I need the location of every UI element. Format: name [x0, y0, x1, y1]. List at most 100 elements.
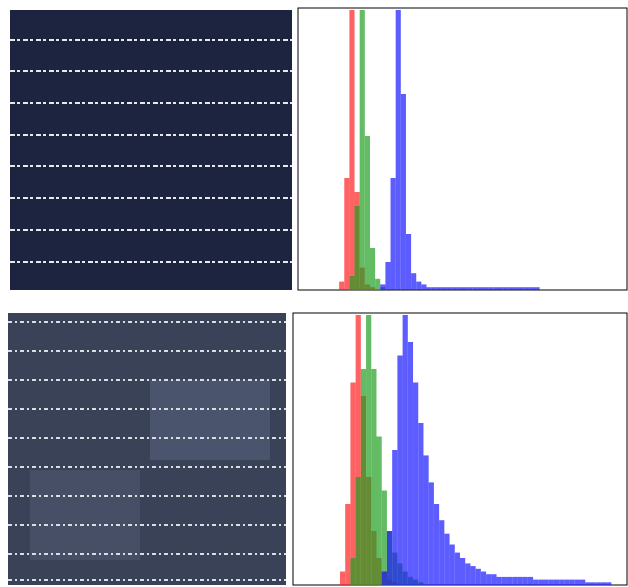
histogram-bar — [477, 287, 484, 290]
photo-background — [10, 10, 292, 290]
histogram-bar — [503, 287, 509, 290]
histogram-bar — [462, 287, 468, 290]
histogram-bar — [376, 436, 382, 585]
histogram-bar — [400, 94, 406, 290]
histogram-bar — [493, 287, 499, 290]
histogram-bar — [501, 576, 507, 585]
photo-stain — [150, 380, 270, 460]
histogram-bar — [339, 281, 345, 290]
histogram-bar — [595, 582, 601, 585]
plot-frame — [292, 312, 628, 586]
histogram-bar — [411, 273, 417, 290]
histogram-bar — [533, 579, 539, 585]
histogram-bar — [349, 10, 355, 290]
photo-lines — [10, 39, 292, 263]
histogram-bar — [498, 287, 504, 290]
histogram-bar — [423, 455, 429, 585]
histogram-bar — [444, 533, 450, 585]
histogram-bar — [524, 287, 530, 290]
histogram-bar — [512, 576, 518, 585]
photo-lines — [8, 321, 286, 581]
histogram-bar — [355, 477, 361, 585]
histogram-bar — [475, 568, 481, 585]
histogram-series — [380, 10, 540, 290]
histogram-bar — [416, 281, 422, 290]
histogram-bar — [431, 287, 437, 290]
histogram-bar — [369, 248, 376, 290]
histogram-bar — [480, 571, 487, 585]
histogram-bar — [395, 10, 401, 290]
histogram-bar — [381, 571, 387, 585]
histogram-bar — [386, 531, 393, 585]
histogram — [292, 312, 628, 586]
histogram-bar — [392, 450, 398, 585]
photo-top — [10, 10, 292, 290]
histogram-bar — [433, 504, 440, 585]
histogram-bar — [439, 520, 445, 585]
histogram-bar — [375, 278, 381, 290]
histogram-bar — [407, 342, 414, 585]
histogram-bar — [441, 287, 448, 290]
histogram-bar — [574, 579, 581, 585]
histogram-bar — [517, 576, 523, 585]
histogram-bar — [421, 284, 427, 290]
histogram-bar — [506, 576, 513, 585]
histogram-bar — [472, 287, 478, 290]
histogram-bar — [534, 287, 540, 290]
histogram-bar — [467, 287, 473, 290]
histogram-bar — [397, 355, 403, 585]
histogram-bar — [345, 504, 351, 585]
histogram-bar — [380, 284, 386, 290]
photo-bottom — [8, 313, 286, 585]
histogram-bar — [553, 579, 560, 585]
histogram-bar — [527, 576, 534, 585]
histogram-bar — [538, 579, 544, 585]
histogram-bar — [452, 287, 458, 290]
histogram-bar — [385, 262, 391, 290]
histogram-bar — [569, 579, 575, 585]
histogram-bar — [428, 482, 434, 585]
histogram-bar — [426, 287, 432, 290]
histogram-bar — [447, 287, 453, 290]
histogram-bar — [359, 10, 365, 290]
histogram-series — [381, 315, 612, 585]
histogram-bar — [486, 574, 492, 585]
histogram-bar — [543, 579, 549, 585]
histogram-bar — [349, 276, 355, 290]
histogram-bar — [405, 234, 412, 290]
histogram-bar — [339, 571, 346, 585]
histogram-bar — [360, 369, 367, 585]
histogram-bar — [585, 582, 591, 585]
histogram-bar — [366, 315, 372, 585]
histogram-bar — [590, 582, 596, 585]
histogram-bar — [600, 582, 607, 585]
histogram — [297, 7, 628, 291]
histogram-bar — [402, 315, 408, 585]
histogram-bar — [449, 544, 455, 585]
photo-stain — [30, 470, 140, 560]
histogram-bar — [519, 287, 525, 290]
histogram-bar — [513, 287, 520, 290]
histogram-bar — [371, 369, 377, 585]
histogram-bar — [350, 382, 356, 585]
histogram-bar — [350, 558, 356, 585]
histogram-bar — [559, 579, 565, 585]
histogram-bar — [413, 382, 419, 585]
histogram-bar — [364, 136, 370, 290]
histogram-bar — [457, 287, 463, 290]
histogram-bar — [488, 287, 494, 290]
histogram-bar — [548, 579, 554, 585]
histogram-bar — [381, 490, 387, 585]
histogram-bar — [564, 579, 570, 585]
histogram-bar — [522, 576, 528, 585]
histogram-bar — [508, 287, 514, 290]
histogram-bar — [529, 287, 535, 290]
histogram-bar — [580, 579, 586, 585]
histogram-bar — [344, 178, 350, 290]
histogram-bar — [390, 178, 396, 290]
histogram-bar — [460, 558, 466, 585]
histogram-bar — [496, 576, 502, 585]
histogram-bar — [470, 566, 476, 585]
histogram-bar — [436, 287, 442, 290]
